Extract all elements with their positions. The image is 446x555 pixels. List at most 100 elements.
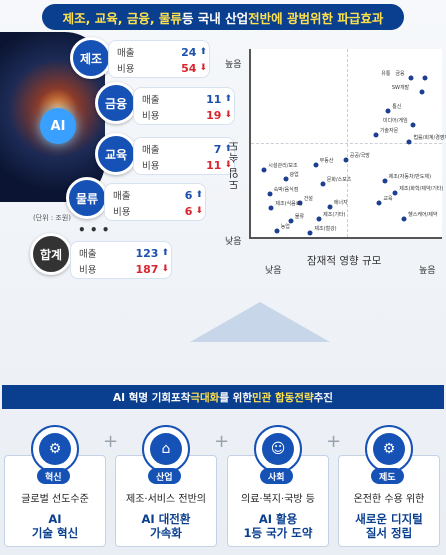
sales-label: 매출 <box>117 48 135 59</box>
arrow-down-icon: ⬇ <box>224 110 232 120</box>
up-arrow-graphic <box>190 302 330 342</box>
arrow-down-icon: ⬇ <box>199 63 207 73</box>
cost-value: 6 <box>184 204 193 218</box>
sector-stat-manufacturing: 매출 24 ⬆ 비용 54 ⬇ <box>108 40 210 78</box>
scatter-point <box>392 190 398 196</box>
card-main-line1: AI <box>48 512 62 526</box>
strategy-part3: 를 위한 <box>219 391 252 404</box>
cost-value: 19 <box>206 108 222 122</box>
industry-badge: ⌂ <box>142 425 190 473</box>
scatter-point-label: 농업 <box>280 224 290 230</box>
arrow-up-icon: ⬆ <box>195 190 203 200</box>
total-circle: 합계 <box>30 233 72 275</box>
card-main: AI 대전환 가속화 <box>116 512 216 540</box>
headline-part1: 제조, 교육, 금융, 물류 <box>62 10 182 26</box>
cost-label: 비용 <box>113 207 131 218</box>
x-axis-title: 잠재적 영향 규모 <box>307 255 382 267</box>
tag-institution: 제도 <box>371 468 404 484</box>
scatter-point <box>422 75 428 81</box>
arrow-up-icon: ⬆ <box>224 144 232 154</box>
sales-value: 6 <box>184 188 193 202</box>
scatter-point-label: 통신 <box>392 103 402 110</box>
scatter-point <box>382 178 388 184</box>
card-main-line1: 새로운 디지털 <box>355 512 423 526</box>
plus-icon: + <box>326 431 342 452</box>
card-main: AI 활용 1등 국가 도약 <box>228 512 328 540</box>
card-desc: 온전한 수용 위한 <box>353 494 425 505</box>
scatter-point-label: 헬스케어/제약 <box>408 211 438 218</box>
scatter-point-label: 기술자문 <box>379 128 399 135</box>
sales-value: 11 <box>206 92 222 106</box>
arrow-down-icon: ⬇ <box>195 206 203 216</box>
sales-label: 매출 <box>142 145 160 156</box>
plus-icon: + <box>103 431 119 452</box>
tag-industry: 산업 <box>148 468 181 484</box>
scatter-point-label: 제조(자동차/반도체) <box>388 173 432 180</box>
scatter-point <box>274 228 280 234</box>
card-main-line2: 가속화 <box>150 526 182 540</box>
strategy-part5: 추진 <box>313 391 333 404</box>
cost-label: 비용 <box>142 111 160 122</box>
scatter-point-label: 부동산 <box>319 157 334 164</box>
sector-stat-logistics: 매출 6 ⬆ 비용 6 ⬇ <box>104 183 206 221</box>
scatter-point-label: 시설관리/보조 <box>268 163 298 170</box>
card-main-line2: 기술 혁신 <box>31 526 79 540</box>
unit-note: (단위 : 조원) <box>33 214 72 222</box>
sales-label: 매출 <box>79 249 97 260</box>
strategy-part2: 극대화 <box>190 391 220 404</box>
scatter-point <box>316 216 322 222</box>
scatter-point <box>261 167 267 173</box>
sales-label: 매출 <box>142 95 160 106</box>
headline-part2: 등 국내 산업 <box>181 10 249 26</box>
card-main: 새로운 디지털 질서 정립 <box>339 512 439 540</box>
ai-orb: AI <box>40 108 76 144</box>
card-desc: 제조·서비스 전반의 <box>126 494 206 505</box>
institution-badge: ⚙ <box>365 425 413 473</box>
society-badge: ☺ <box>254 425 302 473</box>
arrow-up-icon: ⬆ <box>224 94 232 104</box>
card-main-line1: AI 대전환 <box>141 512 191 526</box>
sector-circle-logistics: 물류 <box>66 177 108 219</box>
x-low-label: 낮음 <box>265 266 282 276</box>
y-high-label: 높음 <box>225 60 242 70</box>
scatter-point <box>283 176 289 182</box>
sales-value: 24 <box>181 45 197 59</box>
card-main-line2: 1등 국가 도약 <box>243 526 313 540</box>
scatter-point-label: 광업 <box>289 171 299 178</box>
scatter-point <box>373 132 379 138</box>
cost-value: 11 <box>206 158 222 172</box>
card-main-line1: AI 활용 <box>258 512 298 526</box>
scatter-point-label: 건설 <box>303 196 313 203</box>
y-low-label: 낮음 <box>225 237 242 247</box>
scatter-point-label: 미디어/게임 <box>382 117 408 124</box>
scatter-point <box>406 139 412 145</box>
network-icon: ⚙ <box>39 433 71 465</box>
y-axis-title: 도입 속도 <box>228 140 240 191</box>
scatter-point <box>376 200 382 206</box>
tag-innovation: 혁신 <box>37 468 70 484</box>
factory-icon: ⌂ <box>150 433 182 465</box>
card-desc: 의료·복지·국방 등 <box>241 494 315 505</box>
sales-value: 7 <box>213 142 222 156</box>
scatter-point <box>288 218 294 224</box>
scatter-point-label: 교육 <box>383 196 393 203</box>
headline-banner: 제조, 교육, 금융, 물류 등 국내 산업 전반에 광범위한 파급효과 <box>42 4 404 30</box>
scatter-point-label: 제조(기타) <box>323 211 346 218</box>
tag-society: 사회 <box>260 468 293 484</box>
scatter-point-label: 에너지 <box>333 199 348 206</box>
plus-icon: + <box>214 431 230 452</box>
scatter-point-label: 숙박/음식점 <box>273 187 299 194</box>
scatter-point <box>343 157 349 163</box>
scatter-point-label: 문화/스포츠 <box>326 177 352 184</box>
scatter-point-label: 물류 <box>294 213 305 220</box>
cost-value: 187 <box>135 262 159 276</box>
brain-icon: ☺ <box>262 433 294 465</box>
scatter-point-label: 법률/회계/경영자문 <box>413 135 446 142</box>
arrow-down-icon: ⬇ <box>161 264 169 274</box>
scatter-point-label: 제조(식음료) <box>275 201 303 208</box>
gear-icon: ⚙ <box>373 433 405 465</box>
quadrant-v-line <box>346 49 348 237</box>
scatter-point <box>267 191 273 197</box>
